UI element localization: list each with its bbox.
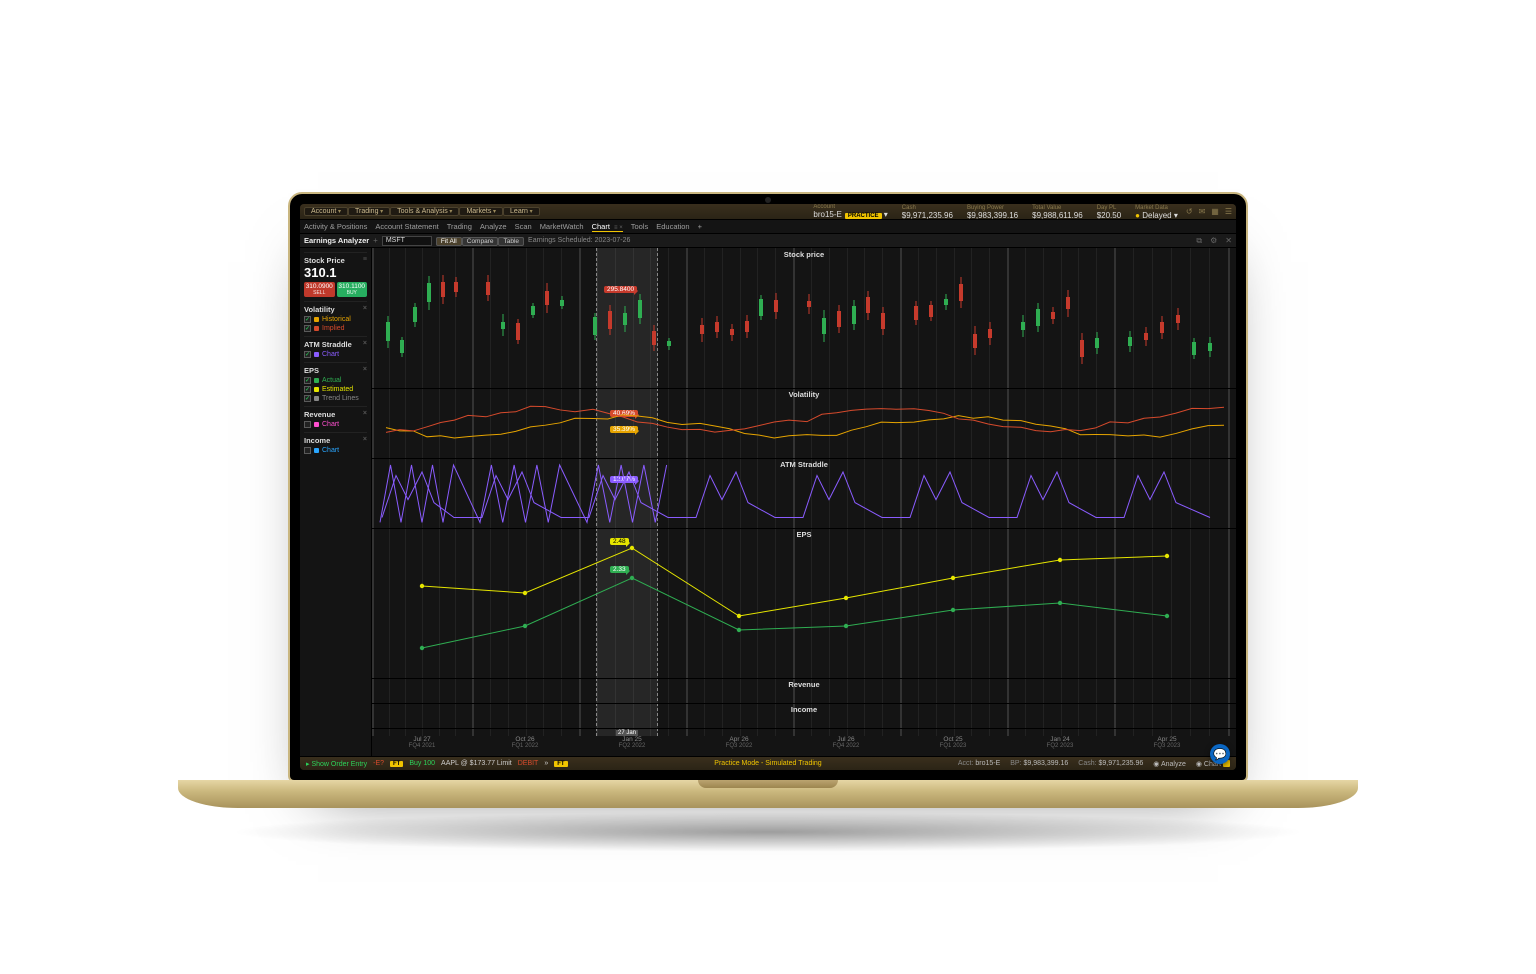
camera-dot: [765, 197, 771, 203]
left-sidebar: Stock Price≡ 310.1 310.0900SELL 310.1100…: [300, 248, 372, 756]
tab-chart[interactable]: Chart ≡ ×: [592, 222, 623, 232]
toggle-chart[interactable]: Chart: [304, 351, 367, 358]
panel-eps: EPS× ActualEstimatedTrend Lines: [304, 362, 367, 402]
panel-stock-price: Stock Price≡ 310.1 310.0900SELL 310.1100…: [304, 252, 367, 297]
section-tabs: Activity & Positions Account Statement Tra…: [300, 220, 1236, 234]
toggle-trend-lines[interactable]: Trend Lines: [304, 395, 367, 402]
laptop-frame: AccountTradingTools & AnalysisMarketsLea…: [288, 192, 1248, 782]
mode-table[interactable]: Table: [498, 237, 524, 246]
practice-mode-label: Practice Mode - Simulated Trading: [714, 760, 821, 767]
toggle-estimated[interactable]: Estimated: [304, 386, 367, 393]
chat-fab[interactable]: 💬: [1210, 744, 1230, 764]
menu-account[interactable]: Account: [304, 207, 348, 216]
panel-revenue: Revenue× Chart: [304, 406, 367, 428]
toggle-implied[interactable]: Implied: [304, 325, 367, 332]
tool-subbar: Earnings Analyzer + Fit AllCompareTable …: [300, 234, 1236, 248]
tab-trading[interactable]: Trading: [447, 222, 472, 231]
analyze-button[interactable]: ◉ Analyze: [1153, 760, 1186, 768]
toggle-chart[interactable]: Chart: [304, 421, 367, 428]
add-icon[interactable]: +: [373, 236, 378, 245]
toggle-chart[interactable]: Chart: [304, 447, 367, 454]
header-market-data[interactable]: Market Data● Delayed ▾: [1135, 205, 1178, 219]
mode-compare[interactable]: Compare: [462, 237, 499, 246]
app-screen: AccountTradingTools & AnalysisMarketsLea…: [300, 204, 1236, 770]
alerts-icon[interactable]: ↺: [1186, 207, 1193, 216]
toggle-historical[interactable]: Historical: [304, 316, 367, 323]
popout-icon[interactable]: ⧉: [1196, 236, 1202, 246]
panel-menu-icon[interactable]: ≡: [363, 256, 367, 265]
tab-tools[interactable]: Tools: [631, 222, 649, 231]
show-order-entry-button[interactable]: ▸ Show Order Entry: [306, 760, 367, 768]
menu-tools-analysis[interactable]: Tools & Analysis: [390, 207, 459, 216]
buy-button[interactable]: 310.1100BUY: [337, 282, 368, 297]
panel-atm: ATM Straddle× Chart: [304, 336, 367, 358]
layout-icon[interactable]: ▦: [1211, 207, 1219, 216]
tab-analyze[interactable]: Analyze: [480, 222, 507, 231]
status-bar: ▸ Show Order Entry -E? FT Buy 100 AAPL @…: [300, 756, 1236, 770]
main-menubar: AccountTradingTools & AnalysisMarketsLea…: [300, 204, 1236, 220]
tab-activity-positions[interactable]: Activity & Positions: [304, 222, 367, 231]
add-tab-icon[interactable]: +: [698, 222, 702, 231]
sell-button[interactable]: 310.0900SELL: [304, 282, 335, 297]
header-account[interactable]: Account bro15-EPRACTICE ▾: [813, 204, 887, 220]
tool-title: Earnings Analyzer: [304, 236, 369, 245]
menu-learn[interactable]: Learn: [503, 207, 540, 216]
tab-education[interactable]: Education: [656, 222, 689, 231]
menu-markets[interactable]: Markets: [459, 207, 503, 216]
panel-volatility: Volatility× HistoricalImplied: [304, 301, 367, 332]
tab-account-statement[interactable]: Account Statement: [375, 222, 438, 231]
settings-icon[interactable]: ☰: [1225, 207, 1232, 216]
chart-area[interactable]: Jul 27FQ4 2021Oct 26FQ1 2022Jan 25FQ2 20…: [372, 248, 1236, 756]
panel-income: Income× Chart: [304, 432, 367, 454]
menu-trading[interactable]: Trading: [348, 207, 390, 216]
tab-marketwatch[interactable]: MarketWatch: [540, 222, 584, 231]
close-icon[interactable]: ✕: [1225, 236, 1232, 246]
messages-icon[interactable]: ✉: [1199, 207, 1206, 216]
toggle-actual[interactable]: Actual: [304, 377, 367, 384]
settings-gear-icon[interactable]: ⚙: [1210, 236, 1217, 246]
mode-fit-all[interactable]: Fit All: [436, 237, 462, 246]
price-value: 310.1: [304, 265, 367, 280]
symbol-input[interactable]: [382, 236, 432, 246]
tab-scan[interactable]: Scan: [515, 222, 532, 231]
